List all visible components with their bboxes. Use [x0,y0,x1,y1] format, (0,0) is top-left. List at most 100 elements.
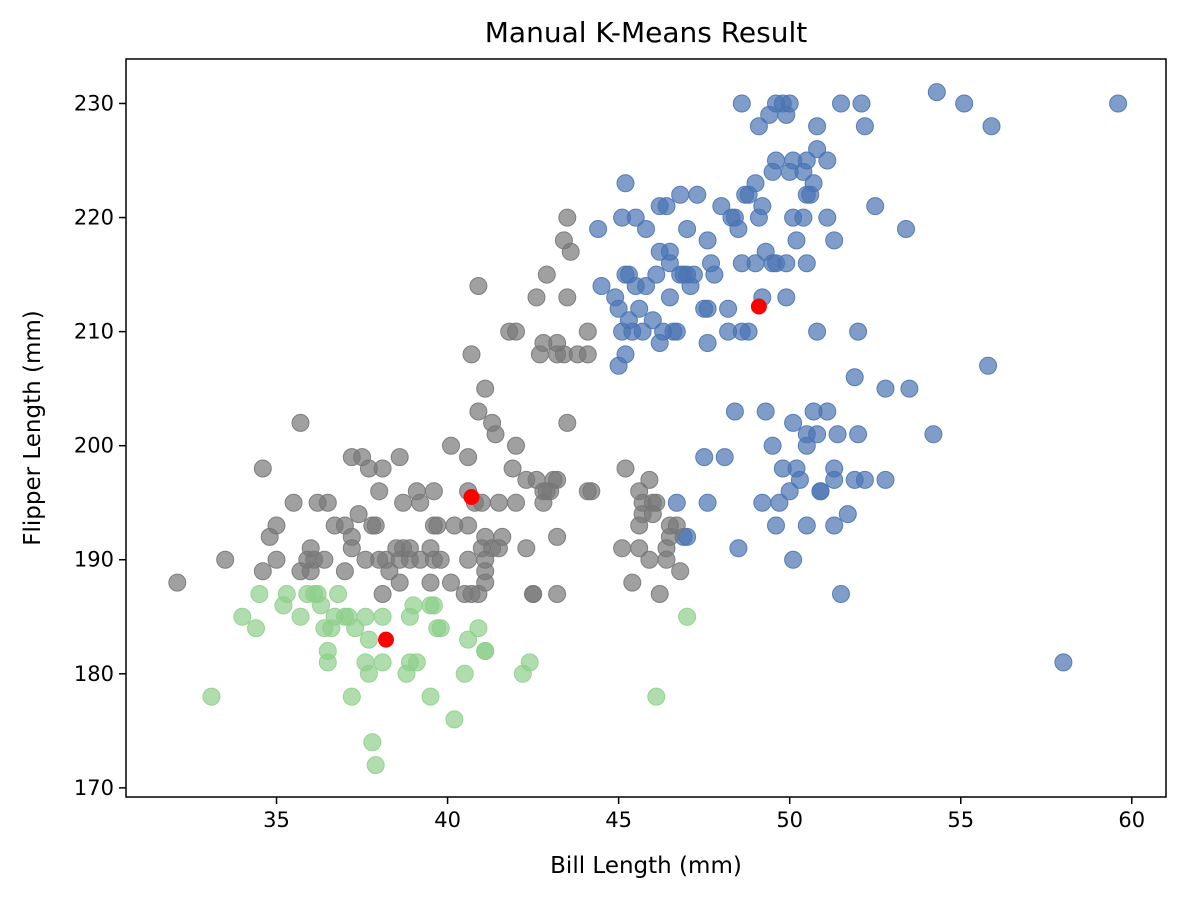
cluster-2-point [421,687,440,706]
cluster-1-point [267,550,286,569]
cluster-2-point [318,653,337,672]
points-layer [168,83,1128,775]
cluster-1-point [561,242,580,261]
cluster-0-point [626,208,645,227]
cluster-0-point [715,448,734,467]
cluster-0-point [818,151,837,170]
cluster-1-point [657,550,676,569]
cluster-0-point [818,208,837,227]
cluster-2-point [397,664,416,683]
cluster-1-point [640,550,659,569]
cluster-2-point [459,630,478,649]
cluster-0-point [671,185,690,204]
cluster-0-point [876,470,895,489]
cluster-1-point [489,493,508,512]
cluster-0-point [852,94,871,113]
cluster-0-point [780,94,799,113]
cluster-1-point [373,585,392,603]
cluster-1-point [517,539,536,558]
cluster-2-point [373,607,392,626]
cluster-1-point [349,505,368,524]
cluster-1-point [616,459,635,478]
cluster-1-point [459,448,478,467]
chart-title: Manual K-Means Result [485,16,807,49]
cluster-1-point [507,436,525,455]
cluster-2-point [373,653,392,672]
cluster-1-point [469,585,488,603]
cluster-1-point [390,448,409,467]
cluster-0-point [637,277,655,295]
x-tick-label: 35 [263,808,290,832]
cluster-1-point [260,527,279,546]
cluster-2-point [445,710,464,729]
x-axis-ticks: 35 40 45 50 55 60 [263,797,1145,832]
cluster-2-point [202,687,221,706]
cluster-1-point [558,288,577,307]
cluster-1-point [168,573,187,592]
cluster-0-point [589,220,608,238]
cluster-0-point [838,505,857,524]
cluster-0-point [637,220,655,238]
cluster-2-point [329,585,348,603]
cluster-0-point [698,231,717,250]
cluster-1-point [373,459,392,478]
cluster-0-point [811,482,830,501]
cluster-1-point [507,322,525,341]
cluster-1-point [394,493,413,512]
x-axis-label: Bill Length (mm) [550,853,742,879]
cluster-0-point [855,470,874,489]
cluster-0-point [797,436,816,455]
cluster-0-point [633,322,652,341]
cluster-1-point [421,573,440,592]
cluster-0-point [753,197,772,216]
cluster-2-point [455,664,474,683]
cluster-0-point [780,482,799,501]
cluster-1-point [486,425,505,444]
cluster-1-point [527,288,546,307]
x-tick-label: 50 [776,808,803,832]
cluster-2-point [431,619,450,638]
cluster-0-point [818,402,837,421]
cluster-0-point [698,334,717,352]
cluster-0-point [808,140,827,159]
cluster-1-point [507,493,525,512]
cluster-1-point [530,345,549,364]
cluster-1-point [582,482,601,501]
cluster-1-point [548,527,567,546]
cluster-0-point [845,368,864,387]
cluster-2-point [363,733,382,752]
cluster-2-point [359,664,378,683]
cluster-0-point [797,516,816,535]
cluster-0-point [688,185,707,204]
cluster-0-point [825,470,844,489]
cluster-1-point [630,516,649,535]
cluster-2-point [342,687,361,706]
cluster-1-point [253,459,272,478]
x-tick-label: 55 [947,808,974,832]
cluster-1-point [370,482,389,501]
cluster-1-point [318,493,337,512]
cluster-0-point [667,322,686,341]
cluster-2-point [359,630,378,649]
cluster-0-point [660,254,679,273]
cluster-0-point [698,493,717,512]
y-tick-label: 180 [74,662,114,686]
cluster-0-point [657,197,676,216]
cluster-1-point [459,550,478,569]
cluster-1-point [548,585,567,603]
cluster-0-point [739,322,758,341]
cluster-1-point [503,459,522,478]
cluster-0-point [732,94,751,113]
cluster-0-point [650,334,669,352]
y-tick-label: 200 [74,434,114,458]
cluster-0-point [777,288,796,307]
cluster-0-point [955,94,974,113]
cluster-0-point [825,516,844,535]
cluster-0-point [660,288,679,307]
cluster-0-point [825,231,844,250]
cluster-1-point [640,470,659,489]
cluster-0-point [746,174,765,193]
cluster-1-point [578,345,597,364]
cluster-1-point [216,550,235,569]
cluster-0-point [924,425,943,444]
